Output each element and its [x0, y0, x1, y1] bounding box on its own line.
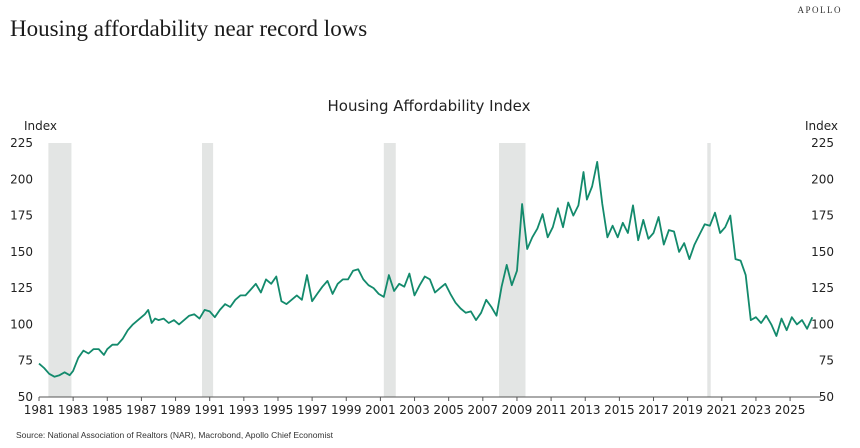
y-tick-label-left: 150 — [10, 245, 33, 259]
y-axis-title-left: Index — [24, 119, 57, 133]
x-tick-label: 2013 — [570, 403, 601, 417]
x-tick-label: 1985 — [92, 403, 123, 417]
y-tick-label-right: 50 — [819, 390, 834, 404]
x-tick-label: 2025 — [775, 403, 806, 417]
x-tick-label: 2001 — [365, 403, 396, 417]
y-tick-label-left: 225 — [10, 136, 33, 150]
y-tick-label-left: 125 — [10, 281, 33, 295]
x-tick-label: 1999 — [331, 403, 362, 417]
y-tick-label-right: 125 — [811, 281, 834, 295]
x-tick-label: 1981 — [24, 403, 55, 417]
source-note: Source: National Association of Realtors… — [16, 430, 334, 440]
series-line-housing-affordability-index — [38, 160, 814, 378]
x-tick-label: 1991 — [194, 403, 225, 417]
x-tick-label: 2007 — [468, 403, 499, 417]
recession-band — [383, 143, 396, 397]
y-tick-label-right: 150 — [811, 245, 834, 259]
x-tick-label: 1993 — [229, 403, 260, 417]
x-tick-label: 1989 — [160, 403, 191, 417]
y-tick-label-left: 175 — [10, 209, 33, 223]
y-tick-label-left: 75 — [18, 354, 33, 368]
series-group — [38, 160, 814, 378]
y-tick-label-right: 200 — [811, 172, 834, 186]
brand-logo: APOLLO — [797, 5, 842, 15]
recession-bands — [48, 143, 711, 397]
x-axis: 1981 1983 1985 1987 1989 1991 1993 1995 1997 1999… — [24, 396, 821, 417]
y-tick-label-right: 75 — [819, 354, 834, 368]
x-tick-label: 2021 — [707, 403, 738, 417]
recession-band — [499, 143, 526, 397]
x-tick-label: 1987 — [126, 403, 157, 417]
x-tick-label: 2011 — [536, 403, 567, 417]
y-tick-label-left: 200 — [10, 172, 33, 186]
x-tick-label: 1983 — [58, 403, 89, 417]
x-tick-label: 2009 — [502, 403, 533, 417]
x-tick-label: 1995 — [263, 403, 294, 417]
y-axis-right: 50 75 100 125 150 175 200 225 — [811, 136, 834, 404]
y-tick-label-right: 175 — [811, 209, 834, 223]
x-tick-label: 2005 — [433, 403, 464, 417]
x-tick-label: 2023 — [741, 403, 772, 417]
x-tick-label: 2003 — [399, 403, 430, 417]
y-tick-label-right: 225 — [811, 136, 834, 150]
chart-title: Housing Affordability Index — [328, 97, 531, 115]
y-axis-title-right: Index — [805, 119, 838, 133]
y-axis-left: 50 75 100 125 150 175 200 225 — [10, 136, 33, 404]
x-tick-label: 2015 — [604, 403, 635, 417]
y-tick-label-left: 100 — [10, 317, 33, 331]
y-tick-label-left: 50 — [18, 390, 33, 404]
recession-band — [202, 143, 214, 397]
page-headline: Housing affordability near record lows — [10, 16, 368, 41]
recession-band — [48, 143, 72, 397]
recession-band — [707, 143, 711, 397]
y-tick-label-right: 100 — [811, 317, 834, 331]
x-tick-label: 1997 — [297, 403, 328, 417]
x-tick-label: 2019 — [672, 403, 703, 417]
x-tick-label: 2017 — [638, 403, 669, 417]
